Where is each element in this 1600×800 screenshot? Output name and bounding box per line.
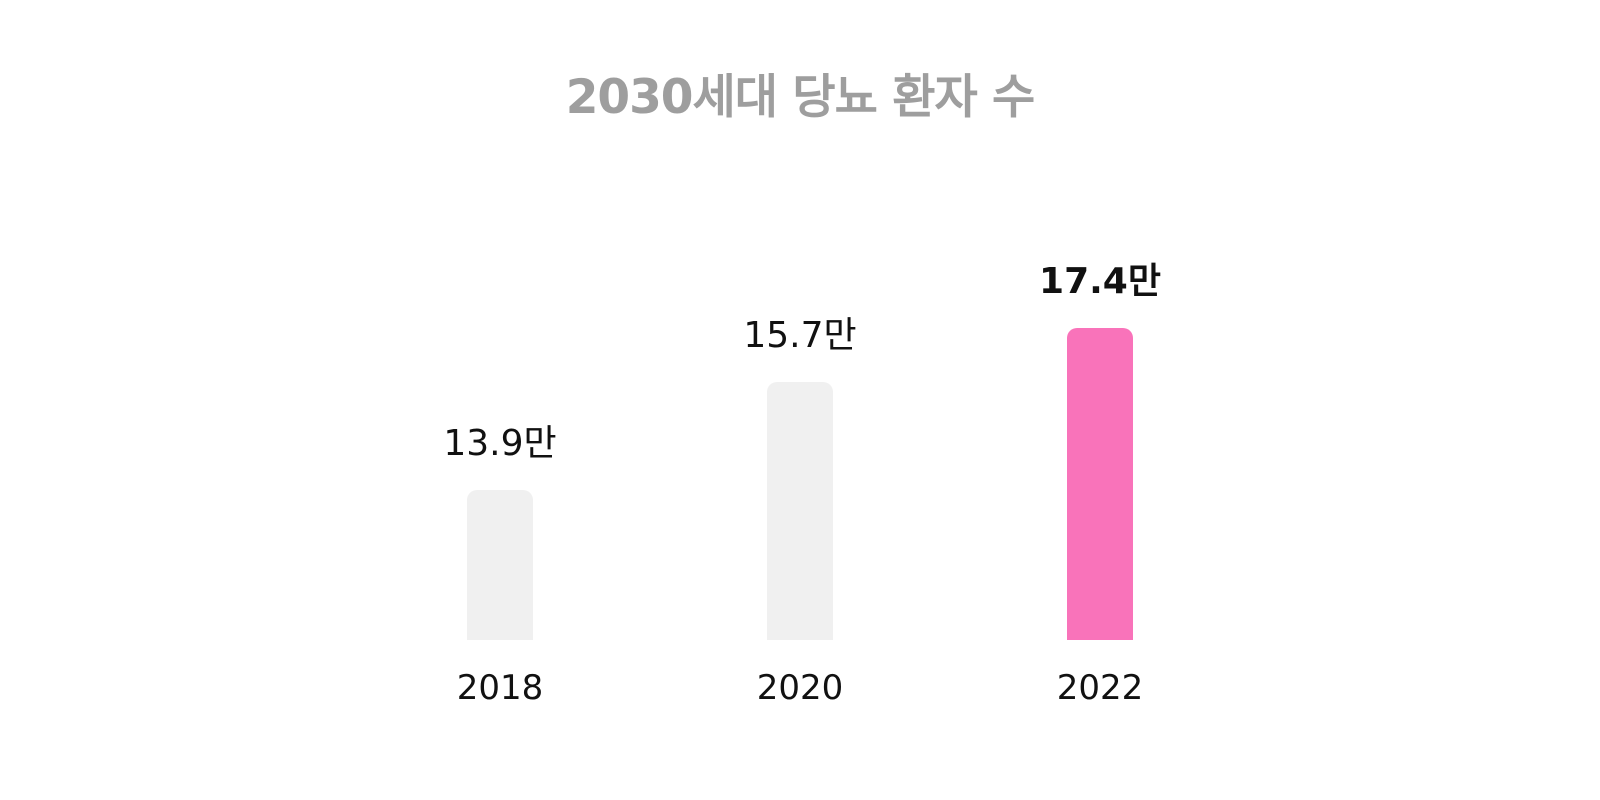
bar-2018 — [467, 490, 533, 640]
bar-2020 — [767, 382, 833, 640]
category-label-2022: 2022 — [1056, 668, 1144, 708]
category-label-2018: 2018 — [456, 668, 544, 708]
value-label-2022: 17.4만 — [1039, 261, 1161, 302]
value-label-2018: 13.9만 — [443, 423, 557, 464]
bar-group-2022: 17.4만 2022 — [1035, 252, 1165, 708]
chart-title: 2030세대 당뇨 환자 수 — [565, 70, 1036, 125]
bar-2022 — [1067, 328, 1133, 640]
bar-chart: 13.9만 2018 15.7만 2020 17.4만 2022 — [0, 252, 1600, 708]
bar-group-2020: 15.7만 2020 — [735, 306, 865, 708]
category-label-2020: 2020 — [756, 668, 844, 708]
value-label-2020: 15.7만 — [743, 315, 857, 356]
bar-group-2018: 13.9만 2018 — [435, 414, 565, 708]
